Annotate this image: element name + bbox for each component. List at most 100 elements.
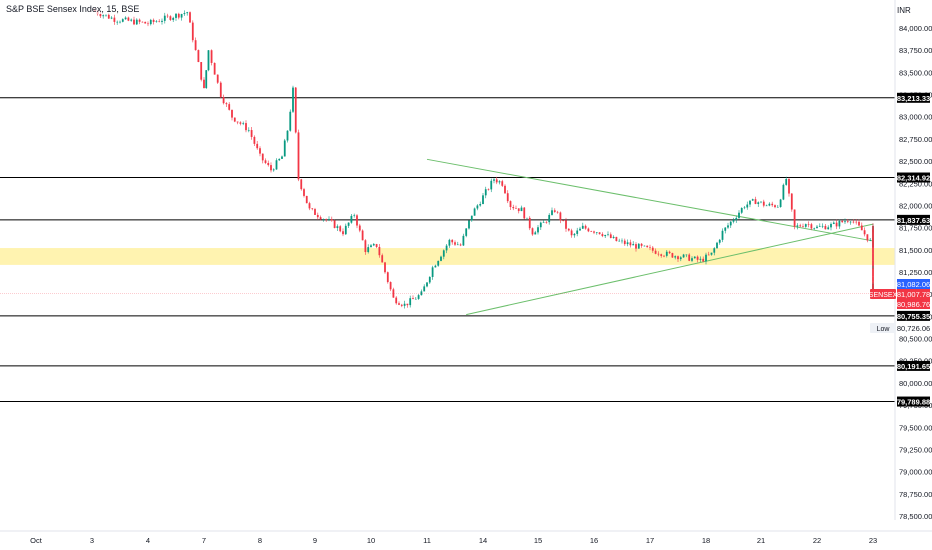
candle-body [372,244,375,246]
candle-body [663,255,665,257]
price-tag-bg [870,289,896,299]
candle-body [213,62,216,75]
candle-body [872,284,874,287]
x-tick-label: Oct [30,536,43,545]
x-tick-label: 15 [534,536,542,545]
candle-body [649,247,651,248]
candle-body [245,123,247,131]
price-label-bg [897,289,930,299]
candle-body [743,207,746,209]
candle-body [688,254,691,261]
level-label-bg [897,92,930,103]
candle-body [311,208,314,210]
candle-body [378,246,381,256]
candle-body [707,254,710,256]
candle-body [487,189,490,190]
candle-body [512,207,515,209]
x-tick-label: 22 [813,536,821,545]
level-price-label: 83,213.33 [897,92,930,103]
candle-body [604,234,607,237]
candle-body [674,256,677,258]
candle-body [99,14,102,17]
candle-body [768,203,771,206]
candle-body [264,160,267,163]
candle-body [130,19,133,21]
candle-body [222,96,225,104]
candle-body [751,199,754,201]
candle-body [626,242,629,245]
candle-body [272,169,275,171]
candle-body [593,231,595,233]
candle-body [872,249,874,254]
candle-body [183,13,186,15]
candle-body [493,179,495,181]
candle-body [116,21,119,23]
candle-body [818,226,821,227]
price-label-text: 81,082.06 [897,280,930,289]
candle-body [330,219,333,221]
candle-body [247,130,250,131]
level-label-bg [897,396,930,407]
candle-body [504,185,506,194]
candle-body [336,226,339,228]
candle-body [584,225,587,229]
candle-body [121,19,124,22]
candle-body [400,304,403,306]
candle-body [314,209,316,215]
candle-body [228,104,231,110]
level-label-bg [897,214,930,225]
candle-body [242,123,245,124]
candle-body [414,298,417,300]
candle-body [587,228,590,232]
candle-body [476,205,479,209]
y-tick-label: 82,750.00 [899,135,932,144]
candle-body [813,228,816,229]
candle-body [693,256,696,259]
candle-body [459,244,462,246]
candle-body [615,236,618,242]
price-label: 81,082.06 [897,279,930,289]
candle-body [785,178,788,185]
candle-body [210,50,213,63]
price-label: 80,726.06 Low [870,323,930,333]
price-label-bg [897,323,930,333]
candle-body [200,62,203,80]
candle-body [629,242,632,246]
candle-body [267,162,270,166]
candle-body [858,221,860,226]
x-tick-label: 14 [479,536,487,545]
candle-body [186,12,189,14]
candle-body [595,232,598,233]
level-label-bg [897,360,930,371]
candle-body [846,221,849,223]
price-axis-background[interactable] [895,0,932,520]
candle-body [685,254,688,256]
candle-body [735,217,738,221]
candle-body [832,222,835,224]
candle-body [406,303,409,306]
y-tick-label: 83,750.00 [899,46,932,55]
candle-body [863,230,866,235]
candle-body [872,268,874,277]
y-tick-label: 83,500.00 [899,68,932,77]
chart-title: S&P BSE Sensex Index, 15, BSE [4,4,142,14]
candle-body [677,256,679,260]
level-label-text: 79,789.88 [897,398,930,407]
candle-body [793,209,796,227]
currency-label[interactable]: INR [897,6,911,15]
candle-body [107,14,110,19]
candle-body [375,244,378,247]
x-tick-label: 21 [757,536,765,545]
candle-body [342,231,344,235]
candle-body [300,179,303,190]
candle-body [448,239,451,246]
candle-body [849,221,852,223]
candle-body [231,109,233,118]
candle-body [640,243,643,246]
candle-body [802,226,804,227]
x-axis-ticks[interactable]: Oct 3 4 7 8 9 10 11 14 15 16 17 18 21 22 23 [30,536,877,545]
candle-body [872,237,874,250]
candle-body [827,227,830,230]
candle-body [729,221,732,226]
